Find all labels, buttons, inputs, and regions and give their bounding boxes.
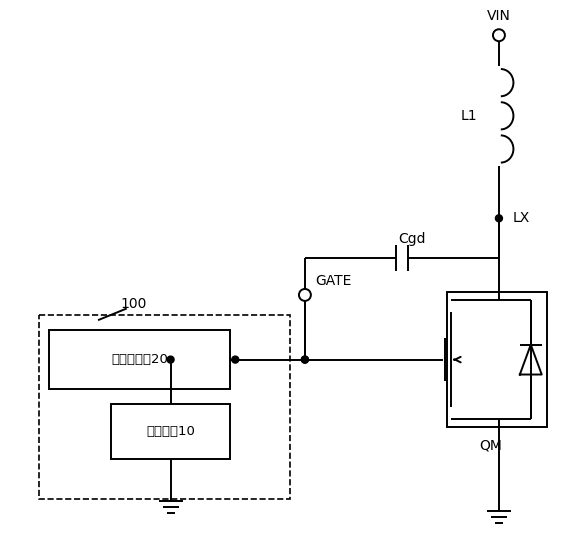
Text: VIN: VIN (487, 9, 511, 23)
Circle shape (167, 356, 174, 363)
Bar (447, 292, 547, 427)
Text: GATE: GATE (315, 274, 351, 288)
Circle shape (301, 356, 308, 363)
Circle shape (299, 289, 311, 301)
Text: 100: 100 (120, 297, 147, 311)
Bar (49, 330, 230, 389)
Circle shape (493, 30, 505, 41)
Text: LX: LX (513, 211, 530, 225)
Text: 钓位电路10: 钓位电路10 (146, 425, 195, 438)
Circle shape (496, 215, 503, 222)
Bar (111, 404, 230, 459)
Text: QM: QM (480, 438, 503, 452)
Text: Cgd: Cgd (398, 232, 426, 246)
Circle shape (301, 356, 308, 363)
Text: 第一控制器20: 第一控制器20 (111, 353, 168, 366)
Circle shape (231, 356, 239, 363)
Bar (39, 315, 290, 499)
Text: L1: L1 (461, 109, 477, 123)
